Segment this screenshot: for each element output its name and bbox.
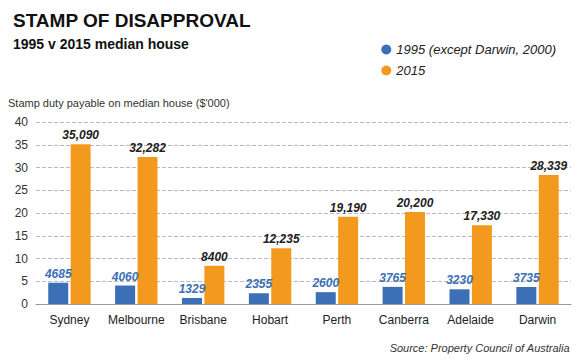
svg-text:3765: 3765: [379, 271, 406, 285]
svg-text:2600: 2600: [311, 276, 339, 290]
svg-text:17,330: 17,330: [464, 209, 501, 223]
svg-text:8400: 8400: [201, 250, 228, 264]
svg-text:20,200: 20,200: [396, 196, 434, 210]
svg-text:2355: 2355: [245, 277, 273, 291]
svg-text:28,339: 28,339: [529, 159, 567, 173]
svg-text:Perth: Perth: [323, 313, 352, 327]
svg-text:Sydney: Sydney: [49, 313, 89, 327]
svg-text:Brisbane: Brisbane: [180, 313, 228, 327]
svg-text:15: 15: [15, 229, 29, 243]
svg-text:Darwin: Darwin: [519, 313, 556, 327]
svg-text:1995 (except Darwin, 2000): 1995 (except Darwin, 2000): [396, 42, 556, 57]
svg-text:25: 25: [15, 183, 29, 197]
svg-text:4060: 4060: [111, 270, 139, 284]
svg-text:Hobart: Hobart: [252, 313, 289, 327]
svg-text:STAMP OF DISAPPROVAL: STAMP OF DISAPPROVAL: [13, 10, 251, 31]
svg-text:30: 30: [15, 161, 29, 175]
svg-text:5: 5: [21, 274, 28, 288]
svg-text:35: 35: [15, 138, 29, 152]
svg-text:19,190: 19,190: [330, 201, 367, 215]
svg-text:3230: 3230: [446, 273, 473, 287]
svg-text:Melbourne: Melbourne: [108, 313, 165, 327]
svg-text:40: 40: [15, 115, 29, 129]
svg-text:10: 10: [15, 252, 29, 266]
svg-text:Canberra: Canberra: [379, 313, 429, 327]
svg-text:0: 0: [21, 297, 28, 311]
svg-text:3735: 3735: [513, 271, 540, 285]
svg-text:20: 20: [15, 206, 29, 220]
svg-text:Stamp duty payable on median h: Stamp duty payable on median house ($'00…: [8, 97, 230, 109]
svg-text:4685: 4685: [44, 267, 72, 281]
svg-text:Source: Property Council of Au: Source: Property Council of Australia: [390, 342, 570, 354]
svg-text:1329: 1329: [179, 282, 206, 296]
svg-text:2015: 2015: [395, 63, 426, 78]
svg-text:12,235: 12,235: [263, 232, 300, 246]
svg-text:Adelaide: Adelaide: [447, 313, 494, 327]
svg-text:32,282: 32,282: [129, 141, 166, 155]
svg-text:1995 v 2015 median house: 1995 v 2015 median house: [13, 36, 189, 52]
svg-text:35,090: 35,090: [62, 128, 99, 142]
